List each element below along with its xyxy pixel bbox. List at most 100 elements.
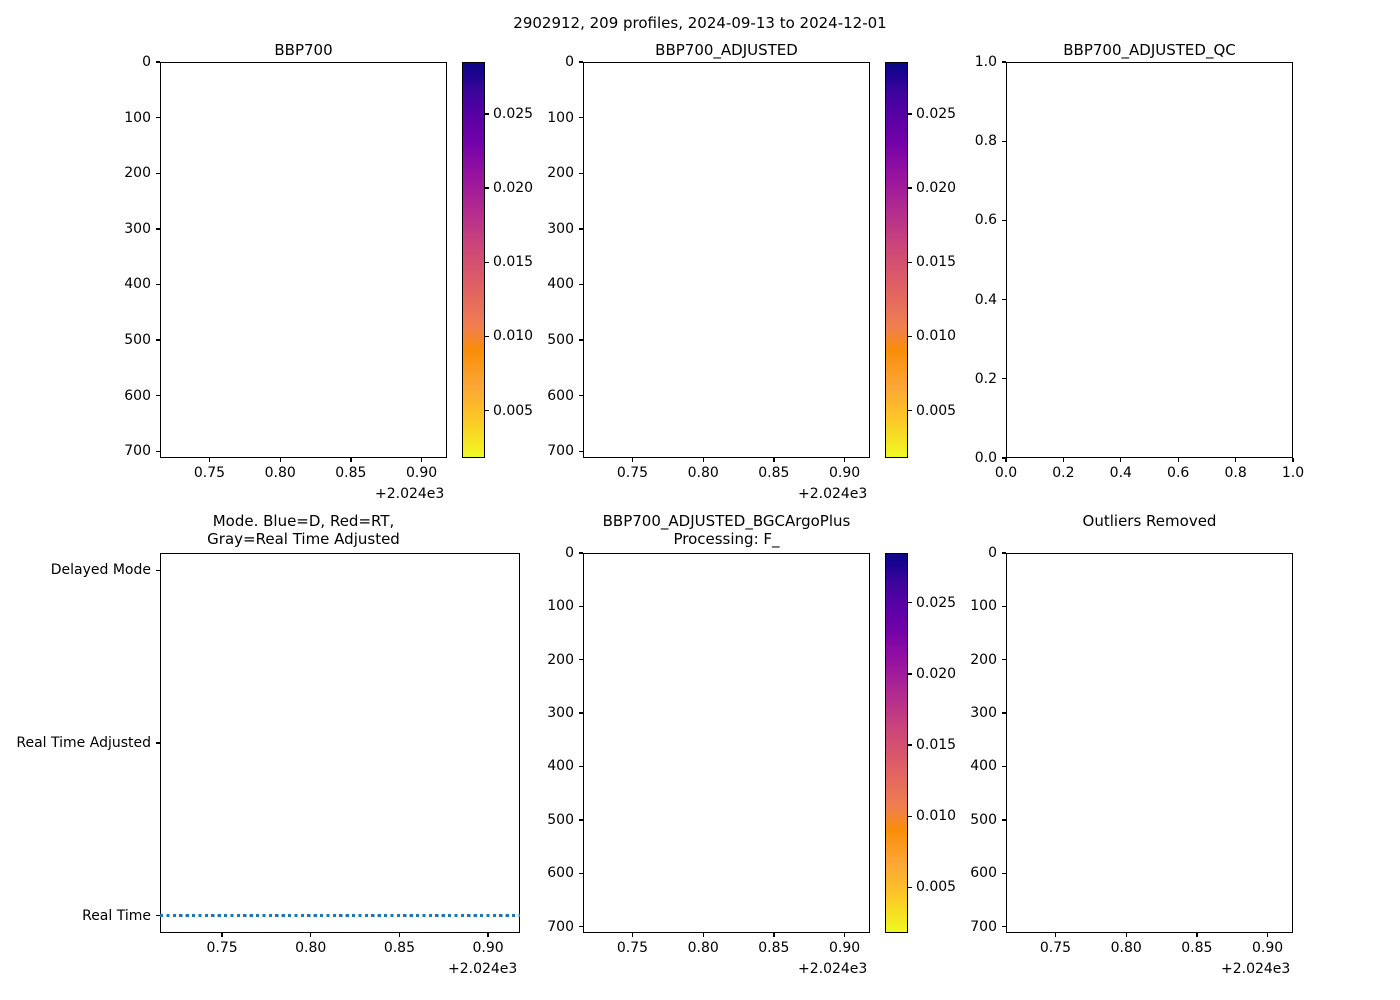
colorbar-tick-mark-bbp700-2 xyxy=(485,261,490,263)
ytick-mark-bbp700_adjusted-7 xyxy=(578,450,583,452)
colorbar-tick-label-bbp700_adjusted-2: 0.015 xyxy=(916,254,957,271)
xtick-mark-mode-2 xyxy=(398,933,401,938)
ytick-label-bbp700-5: 500 xyxy=(124,332,151,349)
colorbar-tick-mark-bbp700-3 xyxy=(485,187,490,189)
ytick-label-outliers_removed-6: 600 xyxy=(970,865,997,882)
xtick-label-mode-1: 0.80 xyxy=(295,940,327,956)
ytick-mark-bbp700-2 xyxy=(155,172,160,174)
ytick-label-outliers_removed-2: 200 xyxy=(970,651,997,668)
ytick-mark-outliers_removed-4 xyxy=(1001,765,1006,768)
xtick-mark-bbp700-0 xyxy=(208,458,211,463)
ytick-mark-bbp700_adjusted-4 xyxy=(578,283,583,286)
figure-suptitle: 2902912, 209 profiles, 2024-09-13 to 202… xyxy=(513,14,887,32)
xaxis-offset-text-bbp700: +2.024e3 xyxy=(375,486,445,502)
colorbar-tick-label-bbp700_adjusted-3: 0.020 xyxy=(916,180,957,197)
ytick-mark-bbp700-1 xyxy=(155,116,160,119)
ytick-label-bbp700_adjusted_bgcargoplus-2: 200 xyxy=(547,651,574,668)
ytick-label-bbp700-3: 300 xyxy=(124,220,151,237)
xtick-label-bbp700-0: 0.75 xyxy=(193,465,226,481)
xtick-mark-outliers_removed-3 xyxy=(1266,933,1269,938)
ytick-mark-bbp700_adjusted_bgcargoplus-2 xyxy=(578,659,583,661)
ytick-mark-bbp700-3 xyxy=(155,228,160,230)
ytick-label-bbp700_adjusted-5: 500 xyxy=(547,332,574,349)
colorbar-tick-mark-bbp700_adjusted_bgcargoplus-3 xyxy=(908,673,913,675)
ytick-mark-bbp700-4 xyxy=(155,283,160,286)
xtick-label-bbp700_adjusted-1: 0.80 xyxy=(687,465,719,481)
xtick-mark-bbp700_adjusted_qc-2 xyxy=(1120,458,1122,463)
xtick-label-outliers_removed-0: 0.75 xyxy=(1039,940,1072,956)
axes-bbp700-adjusted[interactable] xyxy=(583,62,870,458)
colorbar-bgcargoplus[interactable] xyxy=(885,553,908,933)
colorbar-tick-mark-bbp700_adjusted-3 xyxy=(908,187,913,189)
colorbar-bbp700[interactable] xyxy=(462,62,485,458)
axes-bbp700[interactable] xyxy=(160,62,447,458)
xaxis-offset-text-mode: +2.024e3 xyxy=(448,961,518,977)
ytick-mark-bbp700_adjusted-2 xyxy=(578,172,583,174)
ytick-label-mode-0: Real Time xyxy=(82,907,151,924)
axes-title-bbp700-adjusted-qc: BBP700_ADJUSTED_QC xyxy=(1063,41,1236,59)
xtick-mark-bbp700_adjusted_bgcargoplus-2 xyxy=(773,933,775,938)
colorbar-tick-mark-bbp700_adjusted-2 xyxy=(908,261,913,263)
xaxis-offset-text-bbp700_adjusted: +2.024e3 xyxy=(798,486,868,502)
ytick-mark-bbp700_adjusted-1 xyxy=(578,116,583,119)
ytick-label-outliers_removed-4: 400 xyxy=(970,758,997,775)
ytick-mark-outliers_removed-1 xyxy=(1001,605,1006,608)
xtick-mark-bbp700_adjusted-2 xyxy=(773,458,775,463)
ytick-label-outliers_removed-7: 700 xyxy=(970,918,997,935)
ytick-label-bbp700_adjusted_bgcargoplus-4: 400 xyxy=(547,758,574,775)
axes-mode[interactable] xyxy=(160,553,520,933)
ytick-label-bbp700_adjusted_qc-2: 0.4 xyxy=(974,291,997,308)
ytick-label-bbp700-2: 200 xyxy=(124,165,151,182)
ytick-mark-bbp700-7 xyxy=(155,450,160,452)
axes-title-mode: Mode. Blue=D, Red=RT, Gray=Real Time Adj… xyxy=(207,512,400,549)
xtick-label-outliers_removed-3: 0.90 xyxy=(1251,940,1284,956)
ytick-mark-bbp700_adjusted_qc-5 xyxy=(1001,61,1006,63)
ytick-label-bbp700_adjusted_bgcargoplus-7: 700 xyxy=(547,918,574,935)
xtick-label-bbp700_adjusted-3: 0.90 xyxy=(828,465,861,481)
xtick-label-mode-3: 0.90 xyxy=(472,940,504,956)
xtick-label-bbp700_adjusted_qc-4: 0.8 xyxy=(1224,465,1247,481)
ytick-mark-outliers_removed-2 xyxy=(1001,659,1006,661)
ytick-mark-mode-2 xyxy=(155,569,160,571)
xtick-mark-bbp700_adjusted_bgcargoplus-3 xyxy=(843,933,846,938)
xtick-mark-outliers_removed-2 xyxy=(1196,933,1198,938)
colorbar-tick-label-bbp700-3: 0.020 xyxy=(493,180,534,197)
ytick-mark-bbp700-0 xyxy=(155,61,160,63)
xtick-label-mode-0: 0.75 xyxy=(206,940,238,956)
xtick-label-mode-2: 0.85 xyxy=(383,940,415,956)
ytick-label-bbp700-6: 600 xyxy=(124,387,151,404)
axes-bbp700-adjusted-qc[interactable] xyxy=(1006,62,1293,458)
ytick-mark-bbp700_adjusted_bgcargoplus-3 xyxy=(578,712,583,714)
axes-title-bgcargoplus: BBP700_ADJUSTED_BGCArgoPlus Processing: … xyxy=(602,512,851,549)
colorbar-tick-label-bbp700_adjusted_bgcargoplus-1: 0.010 xyxy=(916,808,957,825)
ytick-mark-bbp700_adjusted_bgcargoplus-1 xyxy=(578,605,583,608)
xtick-mark-outliers_removed-1 xyxy=(1125,933,1127,938)
colorbar-tick-label-bbp700_adjusted-1: 0.010 xyxy=(916,328,957,345)
ytick-mark-outliers_removed-0 xyxy=(1001,552,1006,554)
xaxis-offset-text-bbp700_adjusted_bgcargoplus: +2.024e3 xyxy=(798,961,868,977)
colorbar-tick-label-bbp700-4: 0.025 xyxy=(493,105,534,122)
colorbar-tick-label-bbp700_adjusted_bgcargoplus-2: 0.015 xyxy=(916,737,957,754)
colorbar-tick-mark-bbp700-0 xyxy=(485,409,490,412)
ytick-mark-bbp700_adjusted_bgcargoplus-6 xyxy=(578,872,583,874)
ytick-label-outliers_removed-3: 300 xyxy=(970,705,997,722)
xtick-label-bbp700_adjusted_qc-2: 0.4 xyxy=(1109,465,1132,481)
colorbar-tick-mark-bbp700_adjusted_bgcargoplus-2 xyxy=(908,744,913,746)
colorbar-tick-mark-bbp700-1 xyxy=(485,335,490,338)
ytick-label-bbp700_adjusted_qc-5: 1.0 xyxy=(974,54,997,70)
ytick-mark-bbp700_adjusted_bgcargoplus-0 xyxy=(578,552,583,554)
axes-bgcargoplus[interactable] xyxy=(583,553,870,933)
xtick-label-bbp700_adjusted_qc-3: 0.6 xyxy=(1167,465,1190,481)
xtick-mark-bbp700_adjusted_bgcargoplus-1 xyxy=(702,933,704,938)
colorbar-bbp700-adjusted[interactable] xyxy=(885,62,908,458)
ytick-mark-bbp700_adjusted-0 xyxy=(578,61,583,63)
ytick-mark-outliers_removed-3 xyxy=(1001,712,1006,714)
colorbar-tick-mark-bbp700_adjusted-1 xyxy=(908,335,913,338)
colorbar-tick-label-bbp700_adjusted_bgcargoplus-4: 0.025 xyxy=(916,594,957,611)
axes-outliers-removed[interactable] xyxy=(1006,553,1293,933)
xtick-mark-bbp700_adjusted-1 xyxy=(702,458,704,463)
ytick-label-bbp700_adjusted_bgcargoplus-0: 0 xyxy=(565,545,574,561)
ytick-mark-bbp700_adjusted_bgcargoplus-7 xyxy=(578,925,583,928)
ytick-mark-bbp700_adjusted_qc-1 xyxy=(1001,378,1006,380)
